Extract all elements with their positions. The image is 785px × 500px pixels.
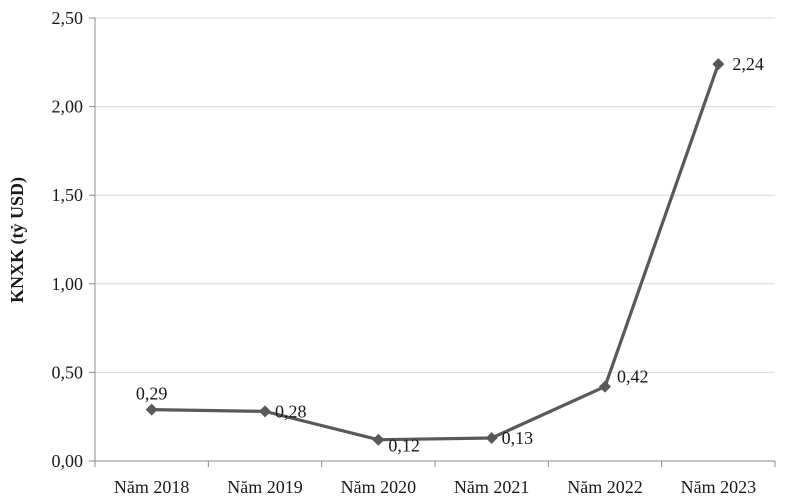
- x-tick-label: Năm 2021: [454, 477, 530, 497]
- x-tick-label: Năm 2023: [681, 477, 757, 497]
- gridlines: [95, 17, 775, 373]
- y-tick-label: 2,50: [52, 8, 84, 28]
- data-label: 0,28: [275, 401, 307, 421]
- x-tick-label: Năm 2020: [341, 477, 417, 497]
- y-tick-label: 2,00: [52, 97, 84, 117]
- y-axis-label: KNXK (tỷ USD): [7, 177, 28, 303]
- data-label: 0,29: [136, 384, 168, 404]
- data-point-marker: [712, 58, 725, 71]
- data-point-marker: [599, 380, 611, 393]
- data-point-marker: [372, 433, 385, 446]
- series-line-path: [151, 63, 720, 442]
- y-tick-label: 0,00: [52, 451, 84, 471]
- x-tick-label: Năm 2018: [114, 477, 190, 497]
- data-point-marker: [145, 403, 158, 416]
- x-tick-label: Năm 2022: [567, 477, 643, 497]
- series-line: [151, 63, 720, 442]
- data-label: 0,42: [617, 367, 649, 387]
- y-tick-labels: 0,00 0,50 1,00 1,50 2,00 2,50: [52, 8, 84, 471]
- y-tick-label: 0,50: [52, 362, 84, 382]
- x-tick-label: Năm 2019: [227, 477, 303, 497]
- y-tick-label: 1,00: [52, 274, 84, 294]
- data-point-marker: [259, 405, 271, 418]
- data-label: 0,13: [502, 428, 533, 448]
- data-point-marker: [485, 431, 498, 444]
- axes: [89, 17, 776, 467]
- x-tick-labels: Năm 2018 Năm 2019 Năm 2020 Năm 2021 Năm 2022…: [114, 477, 756, 497]
- data-markers: [145, 58, 725, 446]
- data-label: 2,24: [732, 54, 764, 74]
- y-tick-label: 1,50: [52, 185, 84, 205]
- data-label: 0,12: [388, 436, 420, 456]
- data-labels: 0,29 0,28 0,12 0,13 0,42 2,24: [136, 54, 764, 456]
